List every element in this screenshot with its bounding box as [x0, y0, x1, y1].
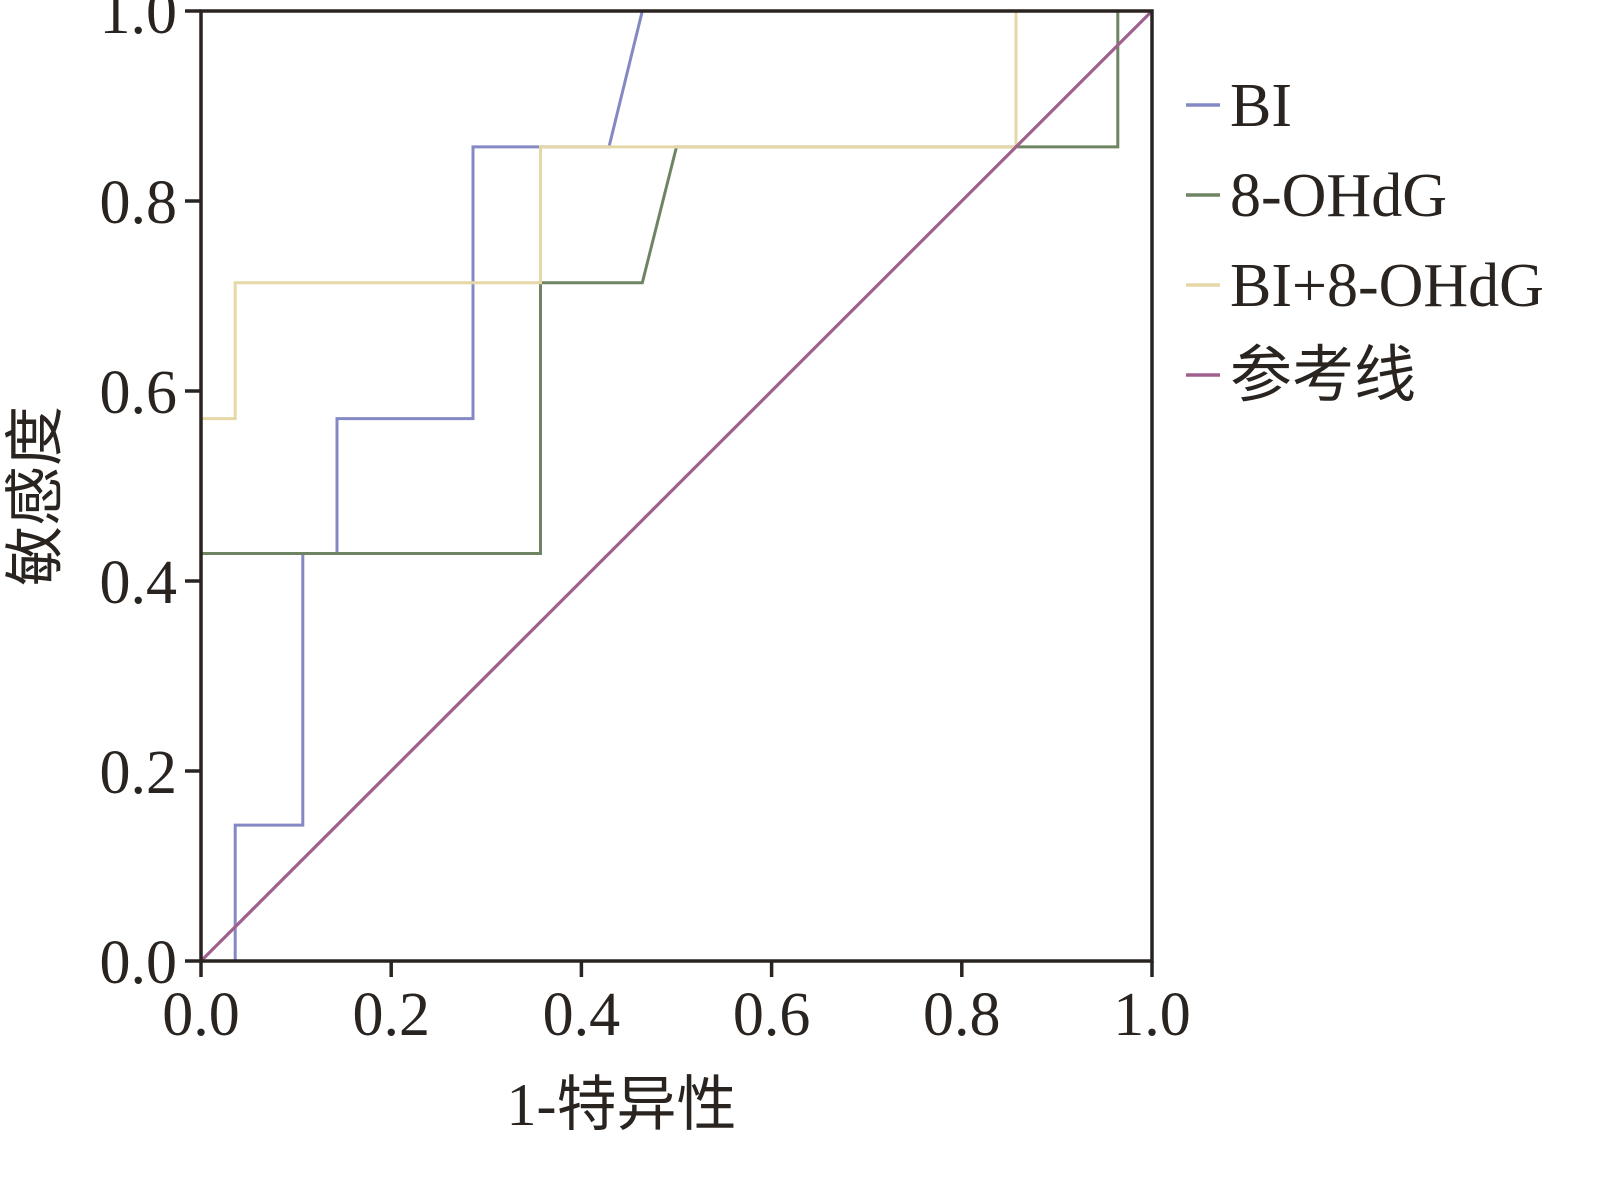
legend-label-4: 参考线 — [1230, 342, 1416, 410]
x-tick-label: 0.0 — [162, 981, 240, 1049]
series-layer — [199, 9, 1154, 963]
legend-label-3: BI+8-OHdG — [1230, 252, 1544, 320]
y-tick-label: 0.4 — [100, 549, 178, 617]
y-tick-label: 0.0 — [100, 929, 178, 997]
y-axis-title: 敏感度 — [1, 406, 71, 586]
ticks-layer — [185, 9, 1154, 977]
series-line-4 — [199, 9, 1154, 963]
y-tick-label: 0.8 — [100, 169, 178, 237]
tick-labels: 0.0 0.2 0.4 0.6 0.8 1.0 0.0 0.2 0.4 0.6 0.8 1.0 — [100, 0, 1191, 1049]
series-line-1 — [233, 10, 644, 961]
legend-label-2: 8-OHdG — [1230, 162, 1447, 230]
y-tick-label: 0.2 — [100, 739, 178, 807]
plot-frame — [199, 9, 1154, 963]
y-tick-label: 0.6 — [100, 359, 178, 427]
x-tick-label: 0.2 — [352, 981, 430, 1049]
legend-label-1: BI — [1230, 72, 1292, 140]
x-tick-label: 0.8 — [923, 981, 1001, 1049]
legend: BI 8-OHdG BI+8-OHdG 参考线 — [1186, 72, 1544, 410]
x-tick-label: 0.6 — [733, 981, 811, 1049]
series-line-2 — [199, 9, 1152, 961]
x-tick-label: 0.4 — [543, 981, 621, 1049]
y-tick-label: 1.0 — [100, 0, 178, 47]
x-axis-title: 1-特异性 — [507, 1072, 737, 1138]
series-line-3 — [199, 9, 1152, 961]
x-tick-label: 1.0 — [1113, 981, 1191, 1049]
